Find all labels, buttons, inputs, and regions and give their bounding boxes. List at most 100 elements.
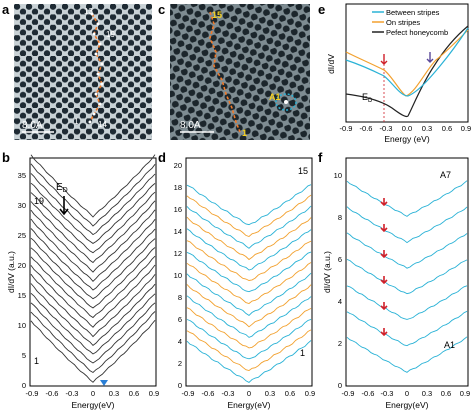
spectrum-curve (346, 232, 468, 269)
x-axis-label: Energy(eV) (228, 400, 271, 410)
x-axis-label: Energy (eV) (384, 134, 430, 144)
x-tick: -0.6 (362, 389, 375, 398)
x-tick: -0.3 (380, 124, 393, 133)
spectrum-curve (30, 191, 156, 254)
x-tick: 0.9 (305, 389, 315, 398)
marker-arrow (380, 276, 388, 285)
chart-f: A7 A1 0 2 4 6 8 10 -0.9 -0.6 -0.3 0 0.3 … (322, 157, 470, 410)
x-tick: 0.6 (129, 389, 139, 398)
spectrum-curve (186, 340, 312, 383)
y-tick: 30 (18, 201, 26, 210)
spectrum-curve (186, 284, 312, 328)
x-tick: -0.9 (340, 124, 353, 133)
y-tick: 25 (18, 231, 26, 240)
y-tick: 0 (338, 381, 342, 390)
y-tick: 6 (338, 255, 342, 264)
legend-entry: Pefect honeycomb (386, 28, 448, 37)
marker-arrow (380, 328, 388, 337)
spectrum-curve (30, 228, 156, 291)
spectrum-curve (30, 218, 156, 282)
x-tick: 0.9 (461, 124, 471, 133)
y-tick: 20 (174, 161, 182, 170)
spectrum-curve (186, 307, 312, 349)
x-tick: -0.9 (182, 389, 195, 398)
x-tick: 0.6 (442, 124, 452, 133)
x-tick: 0.6 (285, 389, 295, 398)
y-tick: 35 (18, 171, 26, 180)
spectrum-curve (30, 163, 156, 227)
y-tick: 8 (178, 293, 182, 302)
y-tick: 10 (334, 171, 342, 180)
spectrum-curve (186, 295, 312, 338)
legend-entry: On stripes (386, 18, 420, 27)
spectrum-curve (346, 180, 468, 217)
point-label: 1 (242, 128, 247, 138)
spectrum-curve (346, 310, 468, 347)
y-tick: 4 (178, 337, 182, 346)
y-tick: 16 (174, 205, 182, 214)
x-tick: -0.6 (202, 389, 215, 398)
point-label: 15 (212, 10, 222, 20)
spectrum-curve (30, 255, 156, 319)
spectrum-curve (30, 200, 156, 264)
point-label: 1 (74, 117, 79, 126)
panel-letter-b: b (2, 150, 10, 165)
y-axis-label: dI/dV (326, 54, 336, 74)
curve-label-bottom: 1 (34, 356, 39, 366)
legend-entry: Between stripes (386, 8, 440, 17)
x-tick: -0.3 (66, 389, 79, 398)
x-tick: -0.9 (342, 389, 355, 398)
x-tick: 0.3 (109, 389, 119, 398)
y-tick: 12 (174, 249, 182, 258)
curve-label-top: 15 (298, 166, 308, 176)
spectrum-curve (186, 272, 312, 316)
spectrum-curve (30, 264, 156, 328)
chart-d: 15 1 0 2 4 6 8 10 12 14 16 18 20 -0.9 -0… (174, 157, 315, 410)
spectra-d (186, 184, 312, 383)
spectrum-curve (186, 194, 312, 238)
x-tick: 0.0 (402, 124, 412, 133)
x-tick: 0.3 (422, 389, 432, 398)
y-tick: 10 (18, 321, 26, 330)
spectrum-curve (186, 318, 312, 360)
spectrum-curve (30, 209, 156, 273)
y-tick: 4 (338, 297, 342, 306)
spectrum-curve (186, 262, 312, 304)
x-tick: 0.3 (265, 389, 275, 398)
spectrum-curve (346, 206, 468, 244)
spectrum-curve (30, 173, 156, 236)
chart-b: ED 19 1 0 5 10 15 20 25 30 35 -0.9 -0.6 … (6, 154, 159, 410)
y-tick: 10 (174, 271, 182, 280)
y-tick: 20 (18, 261, 26, 270)
spectrum-curve (30, 237, 156, 300)
y-tick: 15 (18, 291, 26, 300)
y-tick: 0 (22, 381, 26, 390)
y-axis-label: dI/dV (a.u.) (6, 251, 16, 293)
x-tick: 0 (91, 389, 95, 398)
spectrum-curve (346, 285, 468, 320)
curve-label-bottom: A1 (444, 340, 455, 350)
spectrum-curve (30, 320, 156, 383)
x-tick: 0 (405, 389, 409, 398)
y-tick: 6 (178, 315, 182, 324)
spectrum-curve (186, 216, 312, 261)
spectra-f (346, 180, 468, 373)
panel-letter-e: e (318, 2, 326, 17)
spectrum-curve (186, 184, 312, 226)
chart-e: Between stripes On stripes Pefect honeyc… (326, 3, 471, 144)
marker-arrow (380, 224, 388, 233)
spectrum-curve (30, 283, 156, 347)
x-tick: -0.9 (26, 389, 39, 398)
marker-arrow (380, 302, 388, 311)
spectrum-curve (186, 205, 312, 249)
curve-label-top: 19 (34, 196, 44, 206)
panel-letter-d: d (158, 150, 166, 165)
spectrum-curve (30, 292, 156, 355)
x-tick: 0.9 (149, 389, 159, 398)
spectrum-curve (186, 240, 312, 281)
spectrum-curve (186, 251, 312, 293)
curve-label-bottom: 1 (300, 348, 305, 358)
x-tick: -0.3 (381, 389, 394, 398)
y-tick: 0 (178, 381, 182, 390)
stm-image-c: 15 1 A1 8.0A (170, 4, 310, 140)
